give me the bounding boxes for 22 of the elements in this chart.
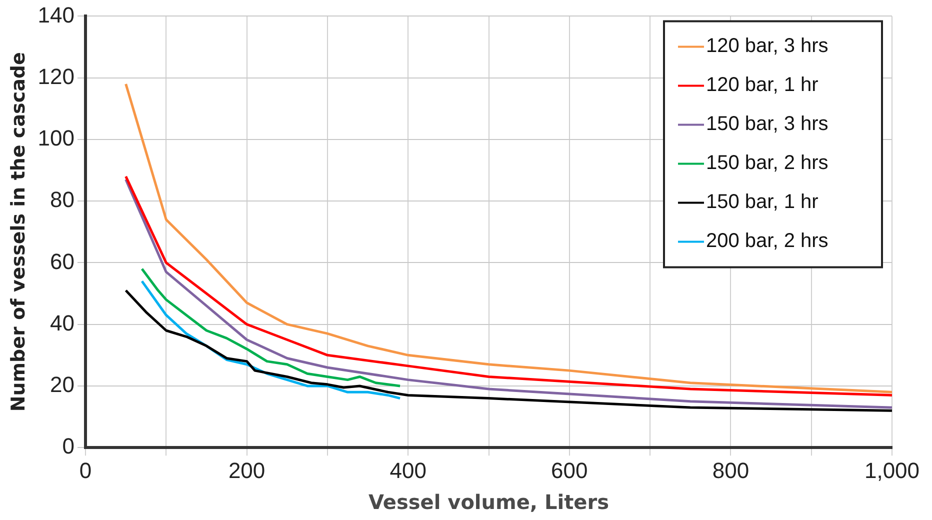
x-tick-label: 200 bbox=[228, 458, 266, 483]
legend-label: 150 bar, 1 hr bbox=[706, 191, 819, 214]
x-tick-label: 600 bbox=[551, 458, 588, 483]
y-tick-label: 140 bbox=[38, 2, 75, 28]
y-tick-label: 120 bbox=[38, 64, 75, 89]
legend-label: 150 bar, 2 hrs bbox=[706, 152, 828, 174]
y-tick-label: 100 bbox=[38, 126, 75, 151]
x-tick-label: 1,000 bbox=[864, 458, 920, 483]
y-tick-label: 60 bbox=[50, 248, 75, 274]
y-tick-label: 80 bbox=[50, 187, 75, 212]
legend-label: 200 bar, 2 hrs bbox=[706, 230, 828, 252]
x-axis-title: Vessel volume, Liters bbox=[368, 490, 609, 514]
legend-label: 120 bar, 3 hrs bbox=[706, 35, 828, 58]
y-tick-label: 0 bbox=[62, 434, 75, 459]
x-tick-label: 800 bbox=[712, 458, 750, 483]
legend-label: 120 bar, 1 hr bbox=[706, 74, 819, 96]
y-tick-label: 20 bbox=[50, 372, 75, 398]
x-tick-label: 0 bbox=[79, 458, 92, 483]
y-tick-label: 40 bbox=[50, 310, 75, 336]
x-tick-label: 400 bbox=[390, 458, 426, 483]
legend-label: 150 bar, 3 hrs bbox=[706, 113, 828, 136]
y-axis-title: Number of vessels in the cascade bbox=[7, 52, 30, 412]
